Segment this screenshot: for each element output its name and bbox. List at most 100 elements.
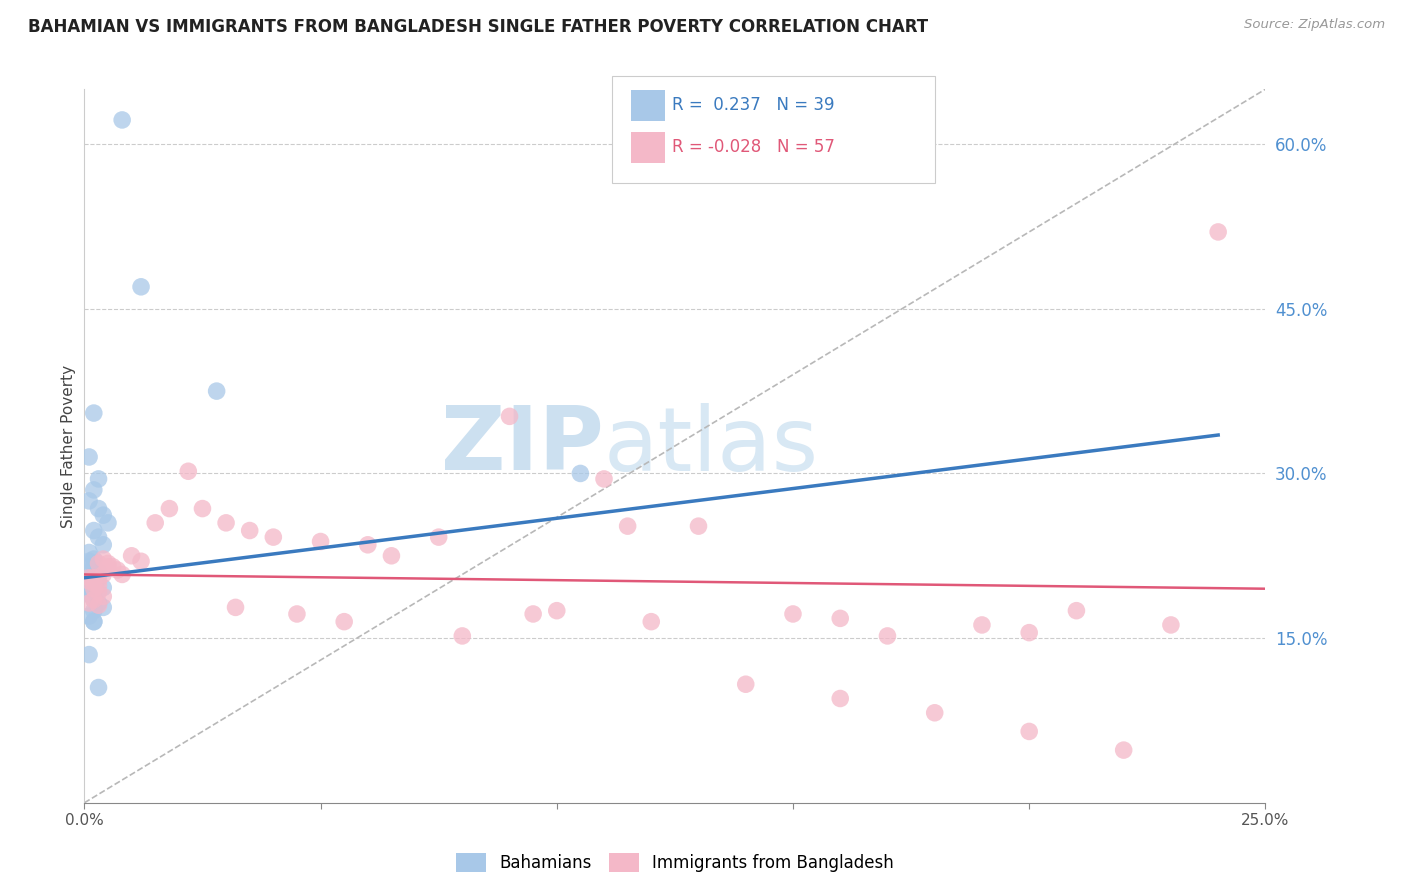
Point <box>97 516 120 530</box>
Point <box>77 559 100 574</box>
Point <box>157 501 180 516</box>
Point <box>87 681 110 695</box>
Point <box>77 648 100 662</box>
Point <box>782 607 804 621</box>
Point <box>830 691 852 706</box>
Point <box>107 563 129 577</box>
Point <box>309 534 332 549</box>
Text: atlas: atlas <box>605 402 820 490</box>
Point <box>83 559 105 574</box>
Point <box>546 604 568 618</box>
Point <box>1018 625 1040 640</box>
Point <box>87 585 110 599</box>
Point <box>97 559 120 574</box>
Point <box>91 581 114 595</box>
Point <box>91 552 114 566</box>
Point <box>83 582 105 596</box>
Point <box>191 501 214 516</box>
Point <box>111 112 134 127</box>
Point <box>427 530 450 544</box>
Point <box>970 618 993 632</box>
Point <box>87 566 110 580</box>
Point <box>83 615 105 629</box>
Point <box>83 552 105 566</box>
Point <box>285 607 308 621</box>
Point <box>83 576 105 591</box>
Point <box>77 609 100 624</box>
Text: R =  0.237   N = 39: R = 0.237 N = 39 <box>672 96 835 114</box>
Point <box>1112 743 1135 757</box>
Point <box>593 472 616 486</box>
Point <box>77 587 100 601</box>
Point <box>87 598 110 612</box>
Point <box>225 600 247 615</box>
Point <box>451 629 474 643</box>
Text: BAHAMIAN VS IMMIGRANTS FROM BANGLADESH SINGLE FATHER POVERTY CORRELATION CHART: BAHAMIAN VS IMMIGRANTS FROM BANGLADESH S… <box>28 18 928 36</box>
Point <box>83 576 105 591</box>
Point <box>87 472 110 486</box>
Point <box>77 494 100 508</box>
Point <box>77 571 100 585</box>
Point <box>91 567 114 582</box>
Point <box>91 600 114 615</box>
Point <box>177 464 200 478</box>
Point <box>87 596 110 610</box>
Point <box>83 592 105 607</box>
Point <box>77 450 100 464</box>
Point <box>924 706 946 720</box>
Point <box>97 557 120 571</box>
Point <box>77 545 100 559</box>
Point <box>83 615 105 629</box>
Point <box>87 557 110 571</box>
Point <box>688 519 710 533</box>
Point <box>87 530 110 544</box>
Point <box>1206 225 1229 239</box>
Point <box>333 615 356 629</box>
Point <box>111 567 134 582</box>
Text: R = -0.028   N = 57: R = -0.028 N = 57 <box>672 138 835 156</box>
Point <box>215 516 238 530</box>
Point <box>83 604 105 618</box>
Point <box>101 559 124 574</box>
Point <box>83 406 105 420</box>
Y-axis label: Single Father Poverty: Single Father Poverty <box>60 365 76 527</box>
Text: ZIP: ZIP <box>441 402 605 490</box>
Point <box>87 501 110 516</box>
Point <box>129 554 152 568</box>
Point <box>83 571 105 585</box>
Point <box>498 409 520 424</box>
Point <box>1160 618 1182 632</box>
Point <box>77 574 100 588</box>
Point <box>239 524 262 538</box>
Point <box>129 280 152 294</box>
Point <box>77 582 100 596</box>
Point <box>522 607 544 621</box>
Point <box>569 467 592 481</box>
Point <box>83 592 105 607</box>
Point <box>876 629 898 643</box>
Point <box>640 615 662 629</box>
Point <box>87 573 110 587</box>
Point <box>143 516 166 530</box>
Point <box>77 571 100 585</box>
Point <box>734 677 756 691</box>
Point <box>77 578 100 592</box>
Point <box>91 590 114 604</box>
Point <box>380 549 402 563</box>
Point <box>205 384 228 398</box>
Point <box>616 519 638 533</box>
Point <box>357 538 380 552</box>
Point <box>1018 724 1040 739</box>
Point <box>91 508 114 523</box>
Point <box>83 483 105 497</box>
Point <box>83 585 105 599</box>
Point <box>77 554 100 568</box>
Point <box>1066 604 1088 618</box>
Point <box>83 524 105 538</box>
Legend: Bahamians, Immigrants from Bangladesh: Bahamians, Immigrants from Bangladesh <box>449 844 901 880</box>
Point <box>83 574 105 588</box>
Point <box>91 538 114 552</box>
Text: Source: ZipAtlas.com: Source: ZipAtlas.com <box>1244 18 1385 31</box>
Point <box>87 567 110 582</box>
Point <box>830 611 852 625</box>
